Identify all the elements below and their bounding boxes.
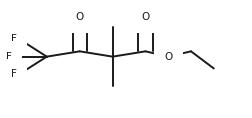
Text: F: F xyxy=(6,52,11,62)
Text: F: F xyxy=(11,69,16,79)
Text: O: O xyxy=(164,52,172,62)
Text: F: F xyxy=(11,34,16,44)
Text: O: O xyxy=(75,12,83,22)
Text: O: O xyxy=(141,12,149,22)
